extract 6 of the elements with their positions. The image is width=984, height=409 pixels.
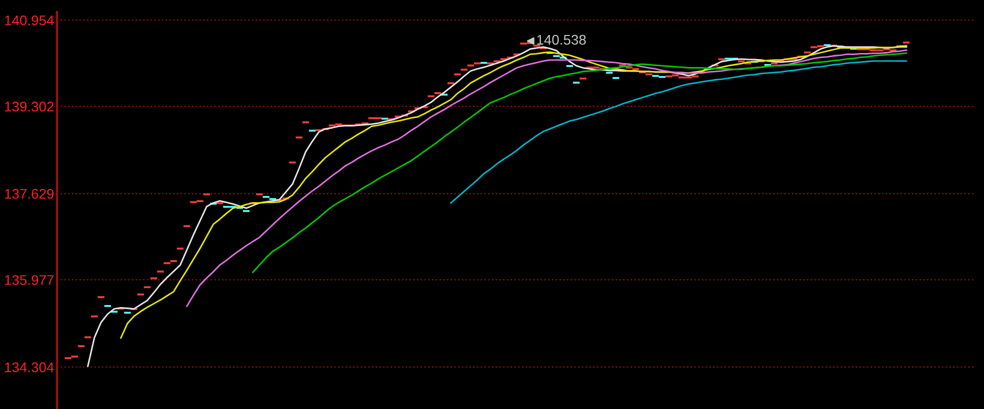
y-tick-label: 137.629 (5, 188, 54, 199)
y-tick-label: 140.954 (5, 15, 54, 26)
y-tick-label: 135.977 (5, 275, 54, 285)
y-tick-label: 139.302 (5, 102, 54, 112)
annotation: 140.538 (537, 34, 586, 45)
y-tick-label: 134.304 (5, 362, 54, 372)
